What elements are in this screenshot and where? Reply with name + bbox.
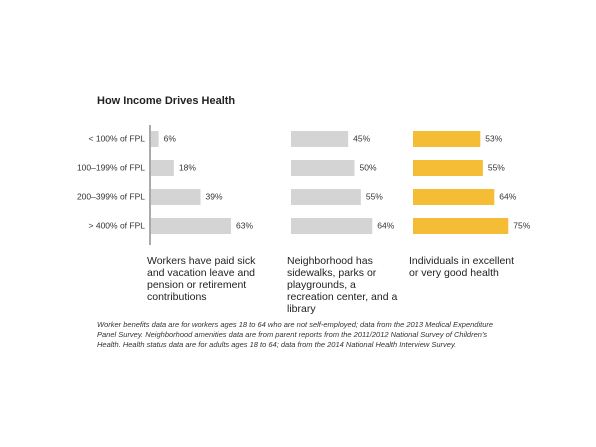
series-caption: Neighborhood has sidewalks, parks or pla… (287, 255, 398, 315)
bar (291, 131, 349, 147)
bar (151, 218, 232, 234)
series-caption: Workers have paid sick and vacation leav… (147, 255, 256, 303)
value-label: 39% (206, 191, 223, 201)
bar (413, 218, 509, 234)
value-label: 63% (236, 220, 253, 230)
bar (291, 160, 355, 176)
category-label: 100–199% of FPL (77, 162, 145, 172)
value-label: 50% (360, 162, 377, 172)
value-label: 64% (499, 191, 516, 201)
bar (413, 160, 483, 176)
bar (413, 189, 495, 205)
footnote: Worker benefits data are for workers age… (97, 320, 494, 349)
value-label: 53% (485, 133, 502, 143)
bar (151, 131, 159, 147)
bar (151, 189, 201, 205)
value-label: 64% (377, 220, 394, 230)
bar (291, 218, 373, 234)
value-label: 18% (179, 162, 196, 172)
value-label: 45% (353, 133, 370, 143)
value-label: 55% (366, 191, 383, 201)
value-label: 75% (513, 220, 530, 230)
category-label: < 100% of FPL (89, 133, 146, 143)
series-caption: Individuals in excellent or very good he… (409, 255, 515, 279)
bar (413, 131, 481, 147)
chart-title: How Income Drives Health (97, 95, 235, 107)
bar (151, 160, 174, 176)
value-label: 6% (164, 133, 177, 143)
bar (291, 189, 361, 205)
value-label: 55% (488, 162, 505, 172)
category-label: > 400% of FPL (89, 220, 146, 230)
category-label: 200–399% of FPL (77, 191, 145, 201)
